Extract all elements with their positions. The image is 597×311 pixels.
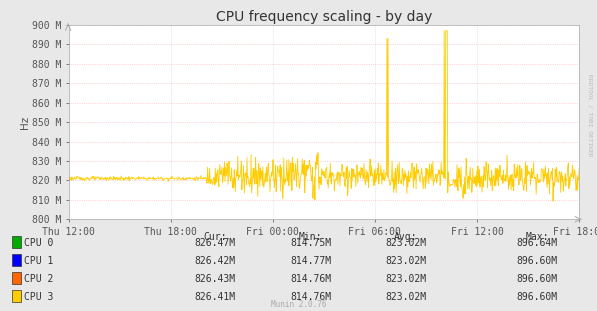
- Text: Avg:: Avg:: [394, 232, 418, 242]
- Text: 814.76M: 814.76M: [290, 292, 331, 302]
- Y-axis label: Hz: Hz: [20, 115, 30, 129]
- Text: CPU 1: CPU 1: [24, 256, 53, 266]
- Text: 823.02M: 823.02M: [386, 256, 426, 266]
- Text: CPU 0: CPU 0: [24, 238, 53, 248]
- Text: 823.02M: 823.02M: [386, 292, 426, 302]
- Text: 826.41M: 826.41M: [195, 292, 235, 302]
- Text: 814.77M: 814.77M: [290, 256, 331, 266]
- Text: 826.47M: 826.47M: [195, 238, 235, 248]
- Text: 814.76M: 814.76M: [290, 274, 331, 284]
- Text: Cur:: Cur:: [203, 232, 227, 242]
- Title: CPU frequency scaling - by day: CPU frequency scaling - by day: [216, 10, 432, 24]
- Text: 896.60M: 896.60M: [517, 274, 558, 284]
- Text: Min:: Min:: [298, 232, 322, 242]
- Text: 896.60M: 896.60M: [517, 292, 558, 302]
- Text: 826.43M: 826.43M: [195, 274, 235, 284]
- Text: RRDTOOL / TOBI OETIKER: RRDTOOL / TOBI OETIKER: [588, 74, 593, 156]
- Text: 896.60M: 896.60M: [517, 256, 558, 266]
- Text: 826.42M: 826.42M: [195, 256, 235, 266]
- Text: 823.02M: 823.02M: [386, 238, 426, 248]
- Text: 814.75M: 814.75M: [290, 238, 331, 248]
- Text: CPU 3: CPU 3: [24, 292, 53, 302]
- Text: 896.64M: 896.64M: [517, 238, 558, 248]
- Text: Max:: Max:: [525, 232, 549, 242]
- Text: CPU 2: CPU 2: [24, 274, 53, 284]
- Text: 823.02M: 823.02M: [386, 274, 426, 284]
- Text: Munin 2.0.76: Munin 2.0.76: [271, 300, 326, 309]
